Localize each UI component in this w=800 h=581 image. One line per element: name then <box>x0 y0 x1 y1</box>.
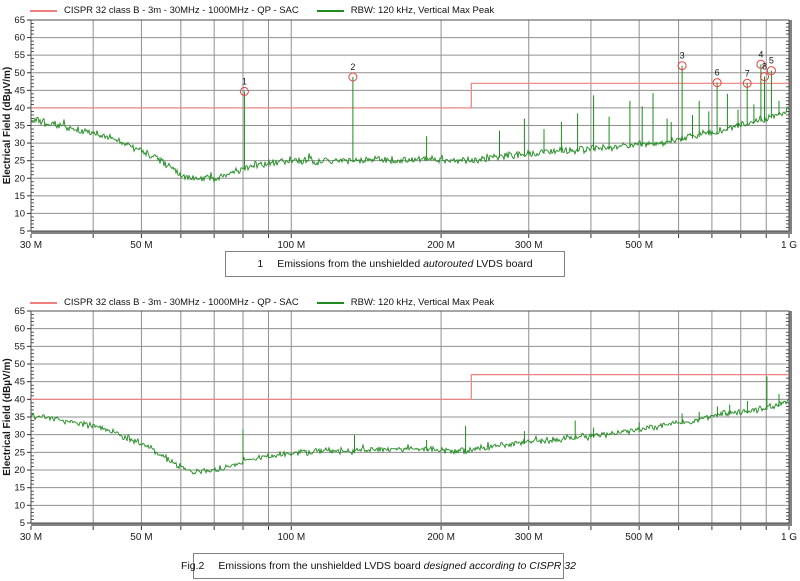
peak-marker-circle <box>239 86 249 96</box>
peak-marker-number: 8 <box>762 62 767 72</box>
frame-shadow-right <box>789 20 792 234</box>
x-tick-label: 200 M <box>427 532 455 543</box>
caption-autorouted-board: 1 Emissions from the unshielded autorout… <box>225 251 565 277</box>
peak-marker-circle <box>742 78 752 88</box>
x-tick-label: 100 M <box>277 532 305 543</box>
emission-trace <box>31 398 789 475</box>
legend-bottom: CISPR 32 class B - 3m - 30MHz - 1000MHz … <box>30 297 512 308</box>
peak-marker-number: 4 <box>758 49 763 59</box>
peak-marker-number: 1 <box>242 76 247 86</box>
emission-trace <box>31 105 789 184</box>
y-tick-label: 35 <box>14 412 25 423</box>
y-tick-label: 25 <box>14 447 25 458</box>
frame-shadow-right <box>789 311 792 526</box>
y-tick-label: 45 <box>14 85 25 96</box>
y-tick-label: 5 <box>20 226 25 237</box>
peak-marker-number: 2 <box>350 62 355 72</box>
caption-text: Emissions from the unshielded autorouted… <box>277 258 533 270</box>
y-axis-label: Electrical Field (dBµV/m) <box>2 67 13 184</box>
y-tick-label: 40 <box>14 103 25 114</box>
y-tick-label: 65 <box>14 306 25 317</box>
peak-marker-number: 3 <box>680 51 685 61</box>
x-tick-label: 100 M <box>277 240 305 250</box>
trace-legend-label: RBW: 120 kHz, Vertical Max Peak <box>350 5 495 16</box>
y-tick-label: 25 <box>14 156 25 167</box>
y-tick-label: 45 <box>14 377 25 388</box>
x-tick-label: 50 M <box>130 240 152 250</box>
y-tick-label: 50 <box>14 359 25 370</box>
x-tick-label: 500 M <box>625 240 653 250</box>
x-tick-label: 50 M <box>130 532 152 543</box>
caption-figure-2: Fig.2 Emissions from the unshielded LVDS… <box>181 553 576 579</box>
peak-marker-circle <box>712 78 722 88</box>
trace-legend-label: RBW: 120 kHz, Vertical Max Peak <box>350 297 495 308</box>
caption-number: Fig.2 <box>181 560 205 572</box>
frame-shadow-bottom <box>31 523 792 526</box>
y-tick-label: 20 <box>14 465 25 476</box>
limit-line-swatch <box>30 9 57 12</box>
y-tick-label: 60 <box>14 33 25 44</box>
legend-top: CISPR 32 class B - 3m - 30MHz - 1000MHz … <box>30 5 512 16</box>
peak-marker-number: 7 <box>745 68 750 78</box>
x-tick-label: 300 M <box>515 240 543 250</box>
cispr-limit-line <box>31 373 789 400</box>
limit-line-legend-label: CISPR 32 class B - 3m - 30MHz - 1000MHz … <box>64 297 299 308</box>
y-tick-label: 15 <box>14 483 25 494</box>
y-tick-label: 5 <box>20 518 25 529</box>
frame-shadow-bottom <box>31 231 792 234</box>
caption-text: Emissions from the unshielded LVDS board… <box>218 560 576 572</box>
peak-marker-circle <box>766 66 776 76</box>
y-tick-label: 20 <box>14 173 25 184</box>
peak-marker-number: 6 <box>715 68 720 78</box>
y-tick-label: 15 <box>14 191 25 202</box>
trace-swatch <box>316 301 344 304</box>
limit-line-swatch <box>30 301 57 304</box>
emissions-plot-bottom: 65 60 55 50 45 40 35 30 25 20 15 10 5 30 M 50 M 100 M 20… <box>2 306 797 543</box>
y-tick-label: 55 <box>14 50 25 61</box>
x-tick-label: 30 M <box>20 532 42 543</box>
peak-marker-number: 5 <box>769 56 774 66</box>
y-tick-label: 10 <box>14 500 25 511</box>
y-tick-label: 35 <box>14 121 25 132</box>
y-tick-label: 40 <box>14 394 25 405</box>
trace-swatch <box>316 9 344 12</box>
x-tick-label: 500 M <box>625 532 653 543</box>
caption-number: 1 <box>257 258 264 270</box>
peak-marker-circle <box>756 59 766 69</box>
x-tick-label: 30 M <box>20 240 42 250</box>
x-tick-label: 1 G <box>781 532 797 543</box>
y-tick-label: 10 <box>14 208 25 219</box>
peak-marker-circle <box>348 72 358 82</box>
y-tick-label: 60 <box>14 324 25 335</box>
x-tick-label: 1 G <box>781 240 797 250</box>
y-tick-label: 50 <box>14 68 25 79</box>
cispr-limit-line <box>31 82 789 109</box>
y-tick-label: 30 <box>14 430 25 441</box>
peak-marker-circle <box>760 72 769 82</box>
limit-line-legend-label: CISPR 32 class B - 3m - 30MHz - 1000MHz … <box>64 5 299 16</box>
y-tick-label: 30 <box>14 138 25 149</box>
x-tick-label: 200 M <box>427 240 455 250</box>
y-tick-label: 65 <box>14 15 25 26</box>
y-axis-label: Electrical Field (dBµV/m) <box>2 358 13 475</box>
y-tick-label: 55 <box>14 341 25 352</box>
peak-marker-circle <box>677 61 687 71</box>
x-tick-label: 300 M <box>515 532 543 543</box>
data-layer <box>31 64 789 184</box>
data-layer <box>31 373 789 475</box>
